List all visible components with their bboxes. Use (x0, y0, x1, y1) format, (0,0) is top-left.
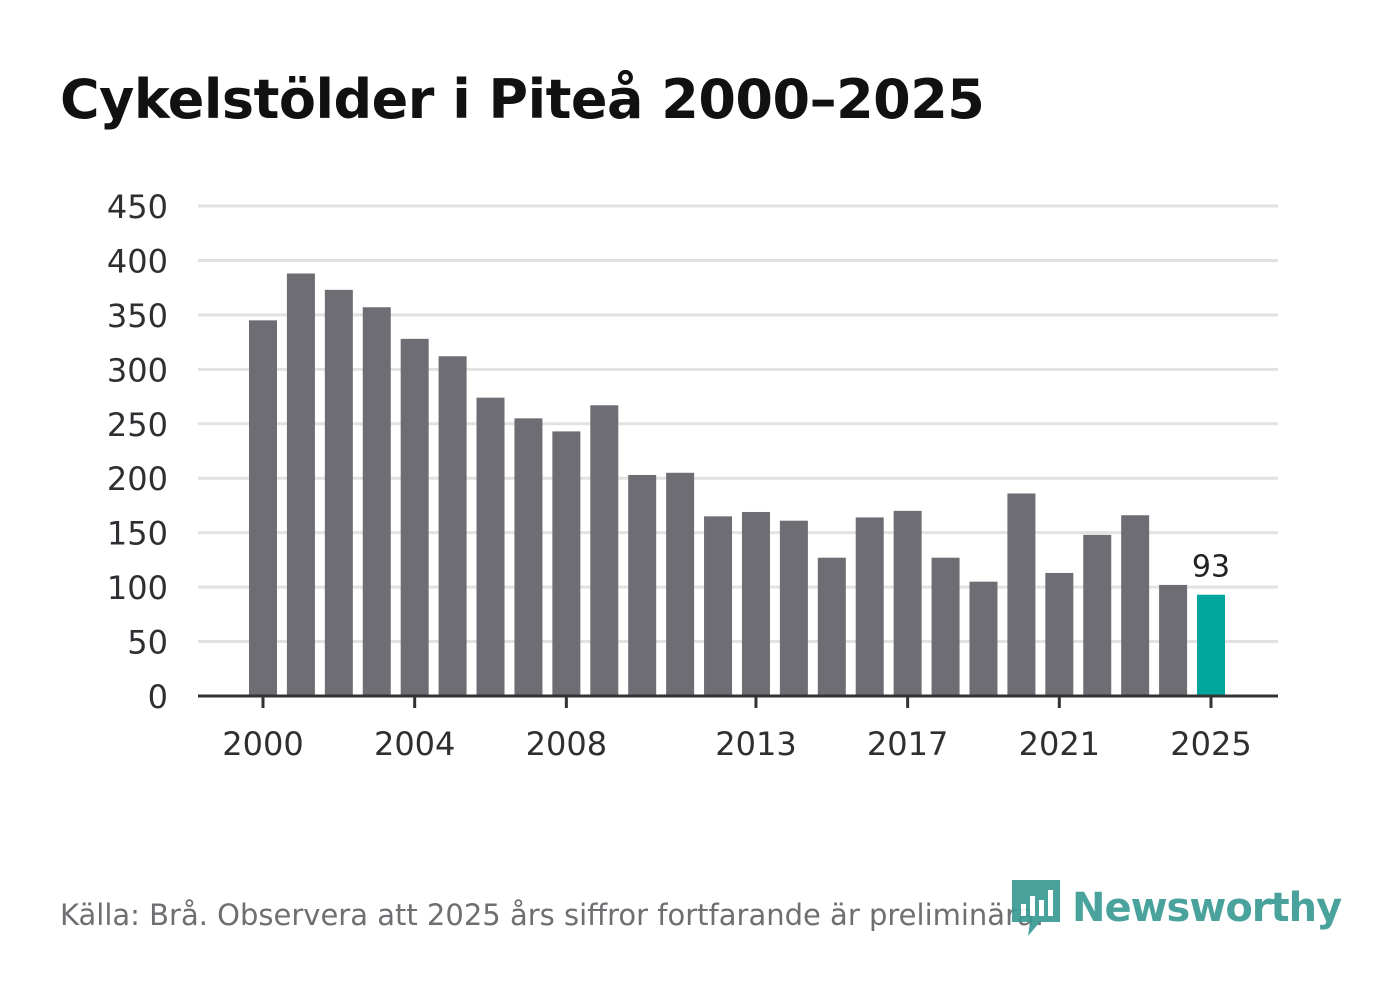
bar-2009 (590, 405, 619, 696)
y-tick-label-350: 350 (107, 297, 168, 335)
bars (249, 273, 1225, 696)
y-tick-label-300: 300 (107, 351, 168, 389)
bar-2018 (931, 557, 960, 696)
bar-2010 (628, 474, 657, 696)
bar-2001 (286, 273, 315, 696)
bar-2015 (817, 557, 846, 696)
bar-2025 (1197, 594, 1225, 696)
x-tick-label-2017: 2017 (867, 725, 948, 763)
bar-2023 (1121, 515, 1150, 696)
bar-chart: 0 50 100 150 200 250 300 350 400 450 2000 2004 2008… (107, 188, 1278, 763)
newsworthy-logo-icon (1012, 880, 1060, 936)
newsworthy-logo: Newsworthy (1010, 878, 1342, 938)
bar-2006 (476, 397, 505, 696)
bar-2012 (704, 516, 733, 696)
bar-2022 (1083, 534, 1112, 696)
bar-2014 (779, 520, 808, 696)
bar-2016 (855, 517, 884, 696)
bar-2002 (324, 289, 353, 696)
data-label-2025: 93 (1192, 550, 1230, 585)
bar-2024 (1159, 584, 1188, 696)
x-tick-label-2025: 2025 (1170, 725, 1251, 763)
x-tick-label-2004: 2004 (374, 725, 455, 763)
chart-title: Cykelstölder i Piteå 2000–2025 (60, 68, 985, 131)
y-tick-label-200: 200 (107, 460, 168, 498)
x-tick-label-2000: 2000 (222, 725, 303, 763)
bar-2017 (893, 510, 922, 696)
y-tick-label-0: 0 (148, 678, 168, 716)
newsworthy-logo-text: Newsworthy (1072, 885, 1342, 931)
data-labels: 93 (1192, 550, 1230, 585)
source-note: Källa: Brå. Observera att 2025 års siffr… (60, 898, 1044, 932)
y-tick-label-100: 100 (107, 569, 168, 607)
bar-2005 (438, 356, 467, 696)
y-axis-ticks: 0 50 100 150 200 250 300 350 400 450 (107, 188, 168, 716)
bar-2004 (400, 338, 429, 696)
bar-2003 (362, 307, 391, 696)
bar-2019 (969, 581, 998, 696)
bar-2000 (249, 320, 277, 696)
grid-lines (198, 204, 1278, 644)
bar-2008 (552, 431, 581, 696)
y-tick-label-150: 150 (107, 515, 168, 553)
bar-2007 (514, 418, 543, 696)
x-axis-ticks: 2000 2004 2008 2013 2017 2021 2025 (222, 696, 1252, 763)
bar-2013 (741, 511, 770, 696)
x-tick-label-2021: 2021 (1019, 725, 1100, 763)
y-tick-label-50: 50 (127, 624, 168, 662)
bar-2021 (1045, 572, 1074, 696)
bar-2011 (666, 472, 695, 696)
y-tick-label-450: 450 (107, 188, 168, 226)
x-tick-label-2008: 2008 (526, 725, 607, 763)
y-tick-label-400: 400 (107, 242, 168, 280)
bar-2020 (1007, 493, 1036, 696)
x-tick-label-2013: 2013 (715, 725, 796, 763)
y-tick-label-250: 250 (107, 406, 168, 444)
